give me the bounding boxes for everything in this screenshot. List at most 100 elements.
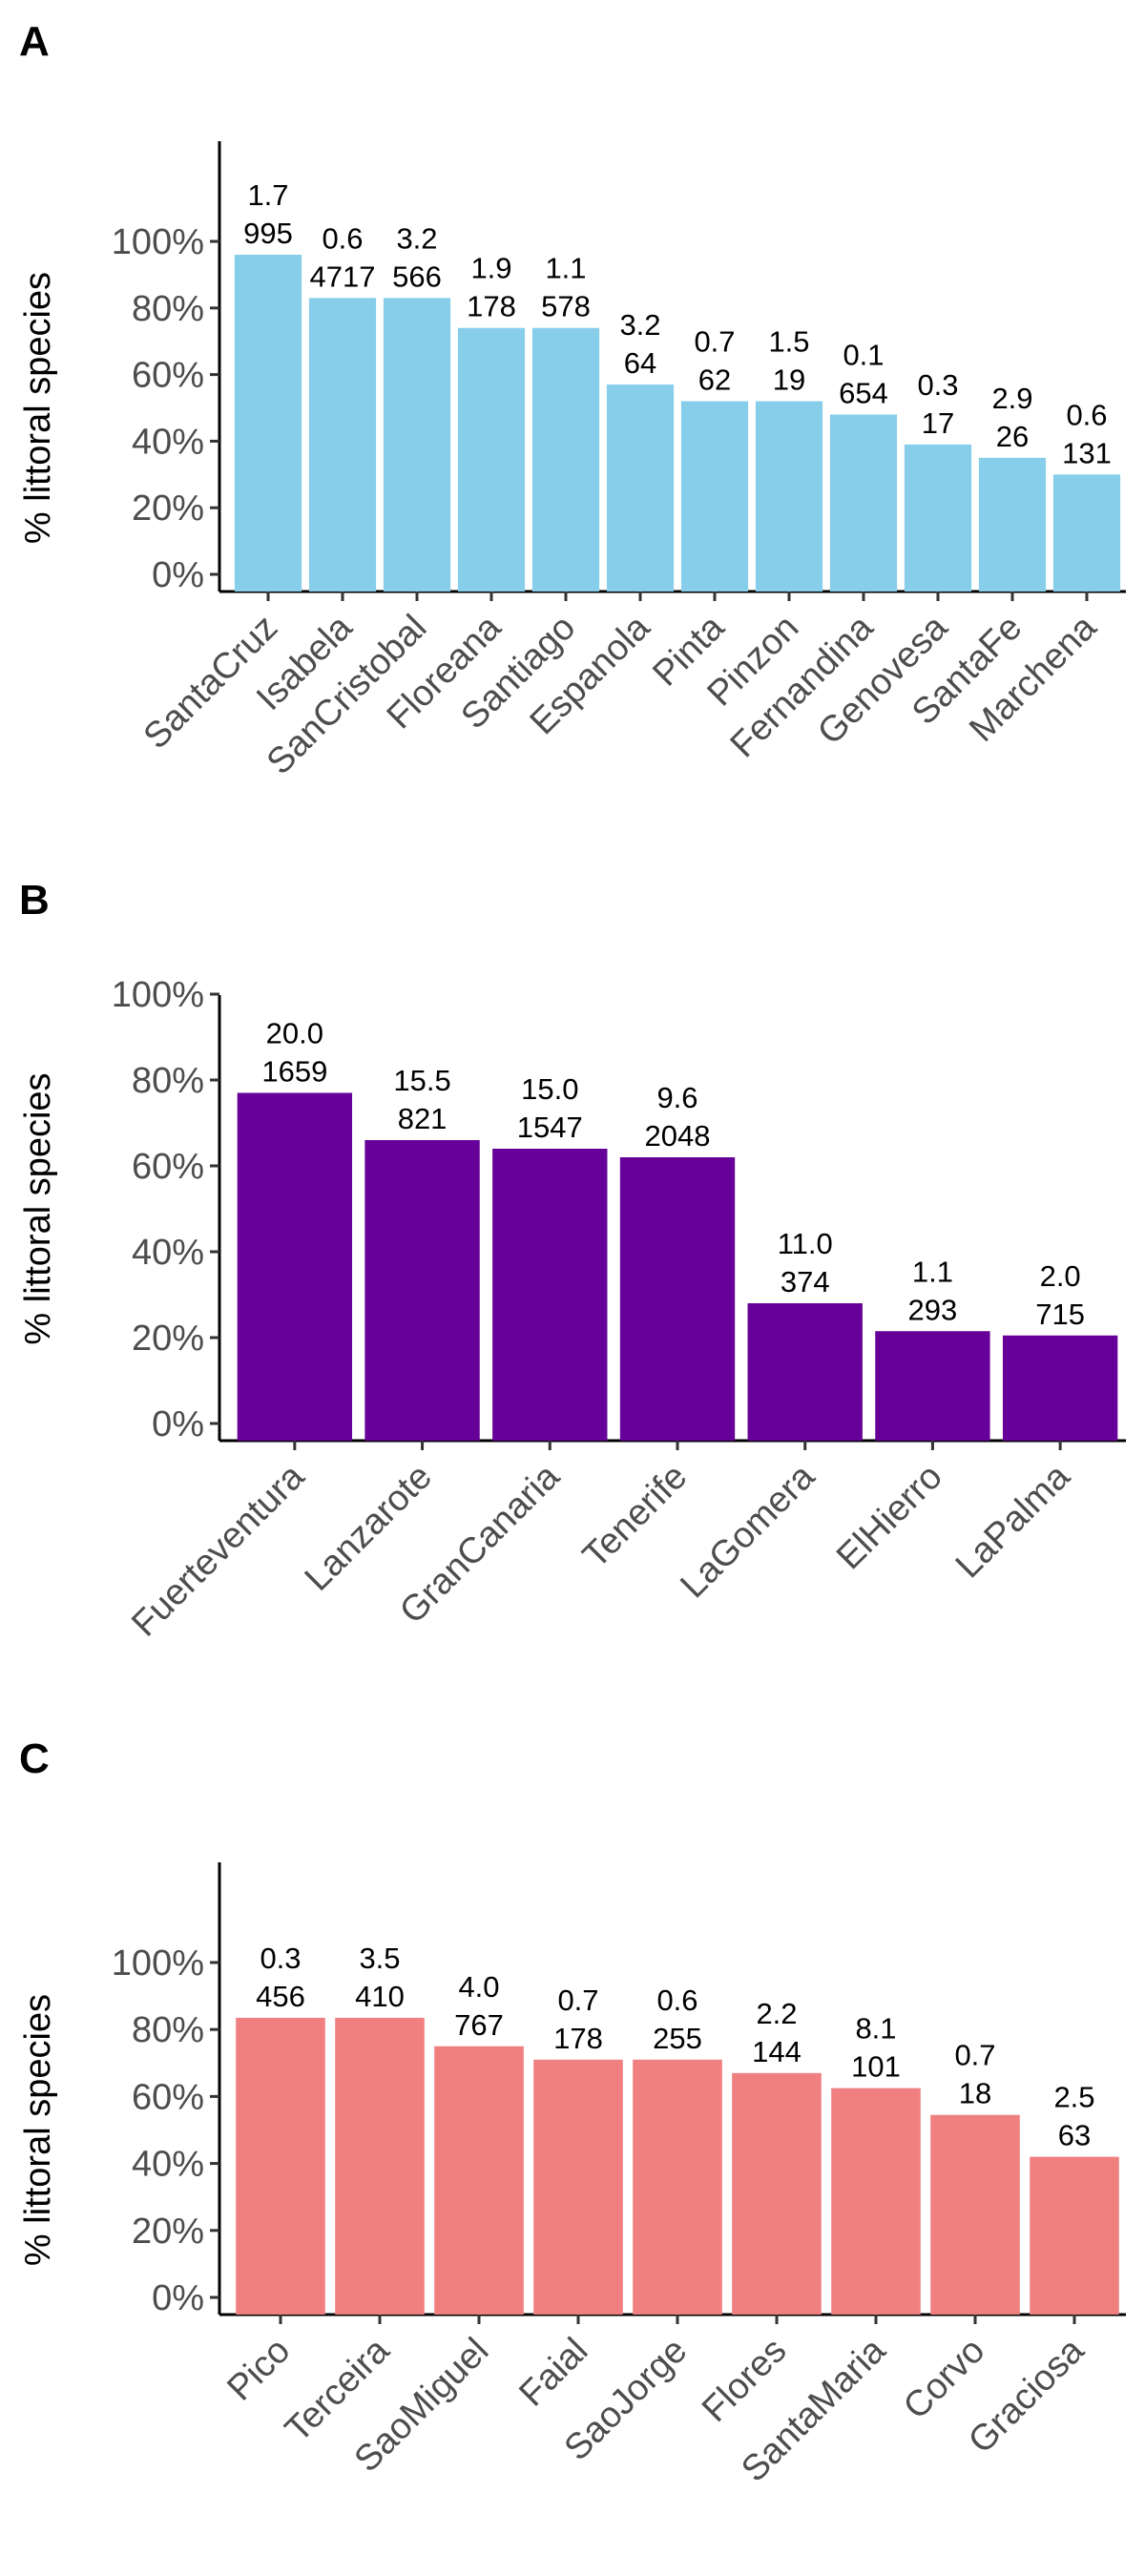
y-tick-label: 100%	[112, 1943, 204, 1984]
y-tick-label: 80%	[132, 1061, 204, 1101]
bar-label-bottom: 131	[1062, 436, 1112, 469]
panel-letter: A	[19, 18, 50, 65]
bar-label-bottom: 821	[398, 1102, 448, 1135]
bar	[831, 2088, 921, 2315]
bar-label-top: 0.3	[917, 368, 958, 402]
bar-label-top: 1.5	[768, 325, 809, 359]
y-tick-label: 100%	[112, 975, 204, 1015]
bar-label-bottom: 374	[781, 1265, 830, 1298]
bar-label-top: 2.5	[1053, 2081, 1094, 2114]
bar-label-top: 20.0	[266, 1017, 323, 1050]
y-tick-label: 40%	[132, 1233, 204, 1273]
bar-label-top: 0.6	[322, 221, 363, 255]
bar-label-bottom: 18	[959, 2077, 991, 2110]
bar-label-top: 9.6	[656, 1081, 697, 1114]
bar-label-bottom: 62	[698, 364, 731, 397]
y-axis-label: % littoral species	[18, 1072, 58, 1344]
bar	[364, 1140, 480, 1441]
bar-label-top: 3.2	[619, 308, 660, 342]
y-tick-label: 80%	[132, 2010, 204, 2050]
bar	[930, 2114, 1020, 2315]
x-tick-label: LaGomera	[673, 1456, 822, 1606]
bar-label-top: 4.0	[458, 1970, 499, 2004]
bar-label-bottom: 178	[467, 290, 516, 323]
bar	[383, 298, 451, 592]
bar-label-top: 0.7	[557, 1984, 598, 2017]
y-tick-label: 40%	[132, 2145, 204, 2185]
bar-label-bottom: 456	[256, 1980, 305, 2013]
bar-label-bottom: 654	[839, 376, 888, 409]
y-tick-label: 100%	[112, 222, 204, 262]
bar	[533, 2059, 623, 2315]
bar	[755, 401, 823, 592]
y-tick-label: 60%	[132, 1147, 204, 1187]
bar-label-top: 3.2	[396, 221, 437, 255]
y-tick-label: 0%	[152, 555, 204, 595]
bar-label-bottom: 255	[653, 2022, 702, 2055]
bar-label-bottom: 26	[996, 420, 1029, 453]
y-tick-label: 0%	[152, 1404, 204, 1444]
bar-label-bottom: 64	[624, 346, 656, 380]
bar	[234, 254, 302, 592]
bar-label-bottom: 2048	[645, 1119, 711, 1153]
bar-label-bottom: 1547	[517, 1111, 583, 1144]
bar-label-top: 1.1	[912, 1255, 953, 1288]
bar	[732, 2072, 822, 2315]
y-tick-label: 20%	[132, 2212, 204, 2252]
x-tick-label: Fuerteventura	[124, 1456, 313, 1645]
y-tick-label: 0%	[152, 2278, 204, 2318]
bar-label-bottom: 410	[355, 1980, 405, 2013]
bar-label-top: 8.1	[855, 2012, 896, 2046]
bar	[1002, 1335, 1118, 1441]
bar-label-top: 2.9	[991, 382, 1032, 415]
y-tick-label: 60%	[132, 356, 204, 396]
bar	[236, 2017, 325, 2315]
bar	[978, 457, 1047, 592]
bar-label-bottom: 566	[392, 260, 442, 293]
y-tick-label: 20%	[132, 1319, 204, 1359]
bar-label-top: 0.3	[260, 1942, 301, 1975]
bar-label-top: 3.5	[359, 1942, 400, 1975]
bar	[531, 327, 600, 592]
y-axis-label: % littoral species	[18, 1994, 58, 2266]
bar-label-bottom: 144	[752, 2035, 802, 2068]
bar	[619, 1157, 736, 1441]
bar	[308, 298, 377, 592]
bar-label-top: 0.7	[954, 2039, 995, 2072]
bar-label-top: 15.0	[521, 1072, 578, 1106]
x-tick-label: LaPalma	[948, 1456, 1078, 1586]
y-tick-label: 60%	[132, 2077, 204, 2117]
bar-label-bottom: 101	[851, 2050, 901, 2084]
bar	[747, 1303, 863, 1441]
bar-label-top: 0.6	[656, 1984, 697, 2017]
x-tick-label: Pico	[219, 2331, 298, 2409]
bar	[606, 384, 675, 592]
bar	[237, 1092, 353, 1441]
bar-label-bottom: 178	[553, 2022, 603, 2055]
bar-label-top: 1.1	[545, 252, 586, 285]
bar-label-bottom: 715	[1035, 1298, 1085, 1331]
bar	[335, 2017, 425, 2315]
bar-label-top: 2.0	[1040, 1259, 1081, 1293]
bar-label-bottom: 17	[922, 406, 954, 440]
bar-label-top: 0.6	[1066, 398, 1107, 431]
bar-label-bottom: 19	[773, 364, 805, 397]
bar	[434, 2046, 524, 2315]
panel-letter: B	[19, 877, 50, 924]
bar-label-top: 0.1	[843, 338, 884, 371]
bar-label-bottom: 1659	[261, 1055, 327, 1089]
bar	[633, 2059, 722, 2315]
y-tick-label: 80%	[132, 289, 204, 329]
x-tick-label: Corvo	[896, 2331, 992, 2427]
bar-label-bottom: 578	[541, 290, 591, 323]
bar	[680, 401, 749, 592]
bar	[1052, 474, 1121, 592]
bar-label-bottom: 293	[908, 1293, 958, 1326]
bar-label-top: 2.2	[756, 1997, 797, 2030]
bar-label-bottom: 4717	[310, 260, 376, 293]
bar-label-top: 1.9	[470, 252, 511, 285]
panel-letter: C	[19, 1735, 50, 1782]
bar	[829, 414, 898, 592]
bar-label-bottom: 63	[1058, 2119, 1091, 2152]
